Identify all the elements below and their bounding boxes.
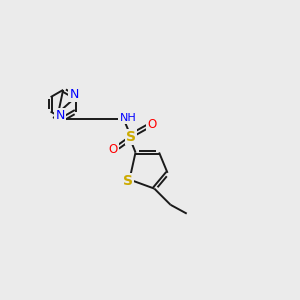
Text: S: S (123, 174, 133, 188)
Text: N: N (55, 109, 65, 122)
Text: N: N (70, 88, 79, 101)
Text: O: O (147, 118, 156, 131)
Text: S: S (126, 130, 136, 144)
Text: O: O (109, 143, 118, 156)
Text: NH: NH (120, 113, 137, 123)
